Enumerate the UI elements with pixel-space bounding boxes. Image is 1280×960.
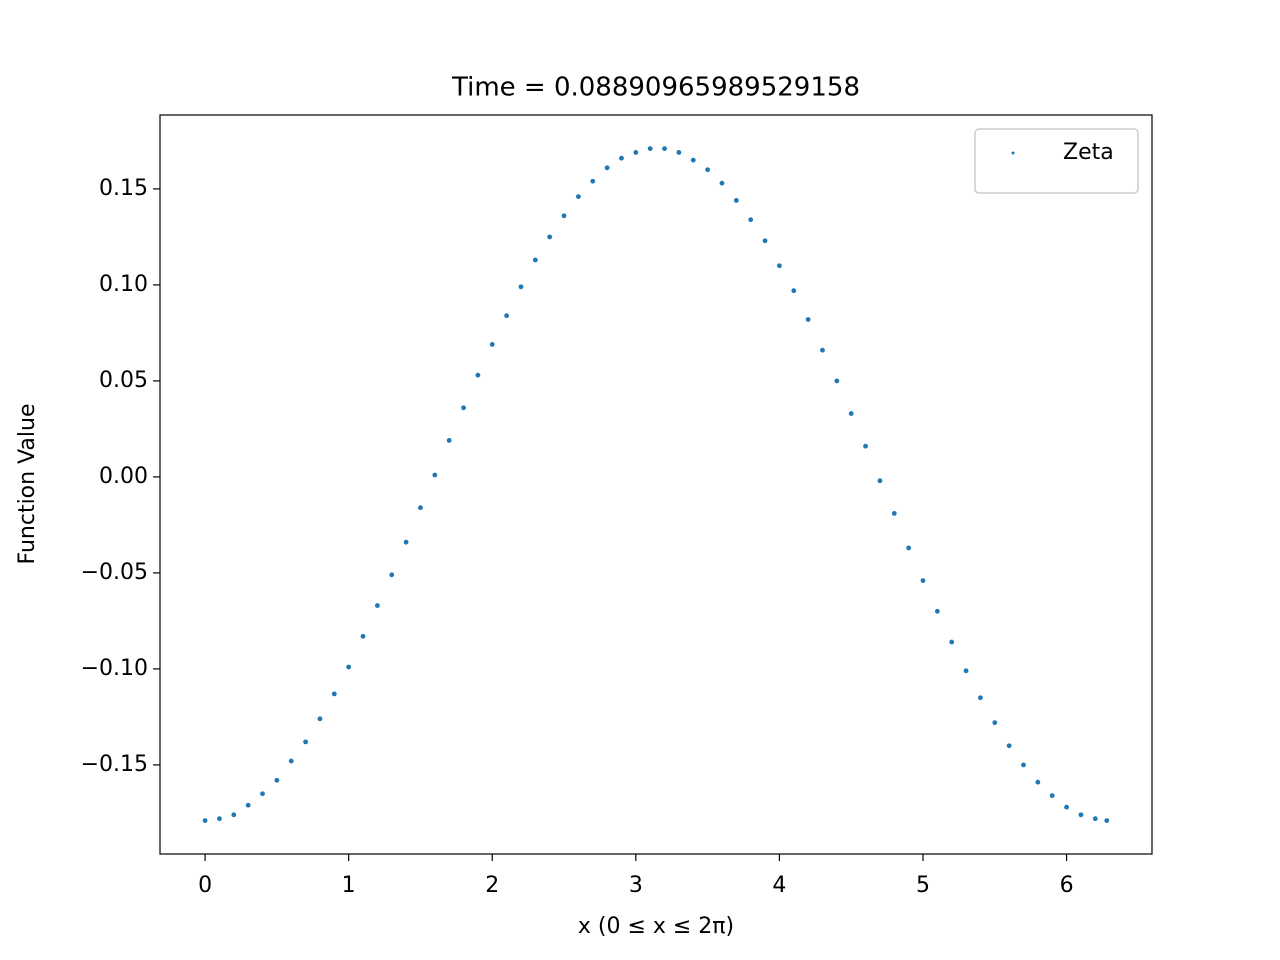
- data-point: [346, 664, 352, 670]
- x-tick-label: 3: [629, 873, 643, 898]
- data-point: [1049, 793, 1055, 799]
- data-point: [575, 194, 581, 199]
- data-point: [1092, 816, 1098, 822]
- data-point: [202, 818, 208, 823]
- data-point: [389, 572, 395, 578]
- x-tick-label: 1: [342, 873, 356, 898]
- data-point: [1035, 779, 1041, 785]
- legend-label: Zeta: [1063, 140, 1114, 165]
- data-point: [805, 317, 811, 322]
- data-point: [547, 234, 553, 240]
- data-point: [777, 263, 782, 269]
- data-point: [1078, 812, 1084, 818]
- data-point: [403, 539, 409, 545]
- data-point: [920, 578, 926, 583]
- y-tick-label: −0.05: [81, 560, 148, 585]
- y-tick-label: 0.00: [99, 464, 148, 489]
- data-point: [791, 288, 797, 294]
- y-tick-label: 0.15: [99, 176, 148, 201]
- y-axis-label: Function Value: [15, 404, 40, 565]
- data-point: [432, 472, 438, 478]
- data-point: [317, 716, 323, 722]
- data-point: [891, 510, 897, 516]
- data-point: [561, 213, 567, 219]
- data-point: [877, 478, 883, 484]
- x-tick-label: 6: [1060, 873, 1074, 898]
- data-point: [748, 217, 754, 223]
- y-tick-label: −0.10: [81, 656, 148, 681]
- data-point: [418, 505, 423, 511]
- data-point: [217, 816, 222, 822]
- y-tick-label: 0.05: [99, 368, 148, 393]
- data-point: [619, 155, 624, 161]
- data-point: [906, 545, 912, 551]
- x-axis-label: x (0 ≤ x ≤ 2π): [578, 914, 734, 939]
- x-tick-label: 2: [485, 873, 499, 898]
- data-point: [633, 150, 639, 155]
- x-tick-label: 0: [198, 873, 212, 898]
- data-point: [690, 157, 696, 163]
- data-point: [590, 178, 596, 184]
- data-point: [676, 150, 682, 155]
- data-point: [504, 313, 510, 319]
- data-point: [820, 347, 825, 353]
- data-point: [518, 284, 524, 290]
- data-point: [446, 438, 452, 443]
- y-tick-label: 0.10: [99, 272, 148, 297]
- data-point: [532, 257, 538, 263]
- data-point: [604, 165, 610, 171]
- data-point: [705, 167, 711, 173]
- data-point: [762, 238, 768, 244]
- data-point: [647, 146, 653, 151]
- plot-frame: [159, 114, 1153, 855]
- data-point: [848, 411, 854, 416]
- x-tick-label: 5: [916, 873, 930, 898]
- x-tick-label: 4: [772, 873, 786, 898]
- data-point: [963, 668, 969, 674]
- data-point: [719, 180, 725, 186]
- data-point: [662, 146, 667, 151]
- data-point: [374, 603, 380, 608]
- data-point: [1104, 818, 1110, 823]
- data-point: [475, 372, 481, 378]
- data-point: [260, 791, 265, 797]
- legend-marker: [1011, 151, 1015, 155]
- data-point: [934, 608, 940, 614]
- data-point: [1021, 762, 1026, 768]
- legend-box: [974, 128, 1139, 194]
- data-point: [274, 777, 280, 783]
- data-point: [303, 739, 308, 745]
- data-point: [1064, 804, 1069, 810]
- data-point: [360, 633, 366, 639]
- data-point: [863, 443, 868, 449]
- data-point: [978, 695, 983, 701]
- data-point: [331, 691, 337, 697]
- data-point: [992, 720, 998, 726]
- y-tick-label: −0.15: [81, 752, 148, 777]
- data-point: [489, 342, 495, 347]
- chart-title: Time = 0.08890965989529158: [451, 73, 860, 103]
- data-point: [834, 378, 840, 384]
- data-point: [245, 802, 251, 808]
- data-point: [949, 639, 955, 645]
- data-point: [733, 198, 739, 203]
- data-point: [288, 758, 294, 764]
- data-point: [1006, 743, 1012, 749]
- data-point: [461, 405, 466, 411]
- data-point: [231, 812, 237, 818]
